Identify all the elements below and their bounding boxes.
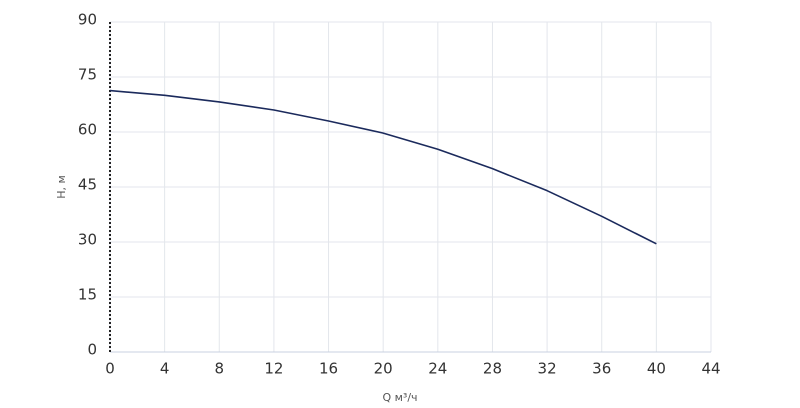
y-tick-label: 0	[87, 341, 97, 359]
x-tick-label: 12	[264, 360, 283, 378]
y-tick-label: 45	[78, 176, 97, 194]
y-tick-label: 15	[78, 286, 97, 304]
y-tick-label: 60	[78, 121, 97, 139]
x-tick-label: 24	[428, 360, 447, 378]
x-tick-label: 44	[701, 360, 720, 378]
x-tick-label: 32	[538, 360, 557, 378]
x-tick-label: 16	[319, 360, 338, 378]
x-tick-label: 20	[374, 360, 393, 378]
x-tick-label: 28	[483, 360, 502, 378]
y-tick-label: 75	[78, 66, 97, 84]
x-tick-label: 36	[592, 360, 611, 378]
y-tick-label: 30	[78, 231, 97, 249]
x-tick-label: 8	[214, 360, 224, 378]
x-tick-label: 0	[105, 360, 115, 378]
y-tick-label: 90	[78, 11, 97, 29]
line	[109, 89, 657, 245]
y-axis-label: H, м	[55, 175, 68, 199]
x-tick-label: 4	[160, 360, 170, 378]
x-axis-label: Q м³/ч	[382, 391, 417, 404]
x-tick-label: 40	[647, 360, 666, 378]
